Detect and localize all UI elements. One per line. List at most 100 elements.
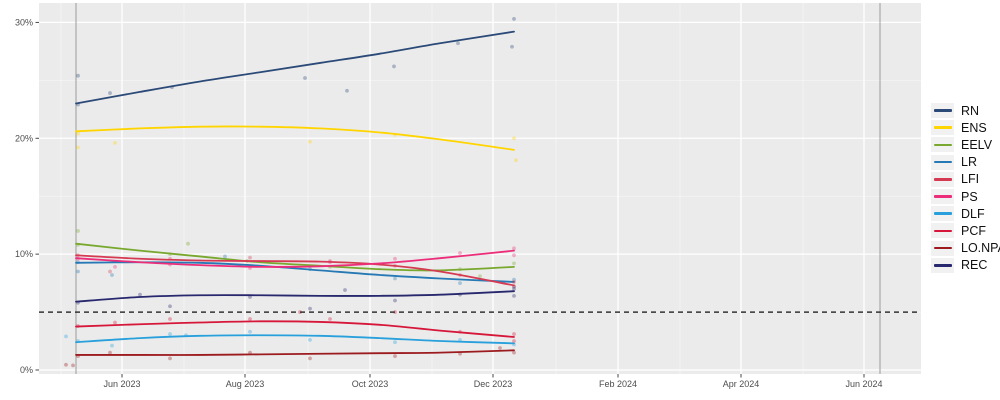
poll-point-PCF — [248, 317, 252, 321]
poll-point-REC — [168, 304, 172, 309]
poll-point-LR — [393, 276, 397, 281]
legend-key-swatch — [931, 103, 954, 119]
trend-line-PCF — [75, 320, 515, 338]
y-tick-label: 10% — [15, 249, 33, 259]
poll-point-REC — [343, 288, 347, 292]
legend-item-LO.NPA: LO.NPA — [931, 240, 1000, 257]
poll-point-RN — [345, 88, 349, 93]
legend-line-icon — [933, 246, 952, 250]
poll-point-PCF — [168, 317, 172, 321]
poll-point-ENS — [512, 136, 516, 141]
legend-key-swatch — [931, 137, 954, 153]
poll-point-RN — [512, 17, 516, 21]
poll-point-LO.NPA — [393, 354, 397, 358]
poll-point-DLF — [110, 343, 114, 348]
poll-point-PS — [512, 253, 516, 258]
poll-point-DLF — [64, 334, 68, 339]
poll-point-REC — [512, 293, 516, 298]
poll-point-PS — [113, 264, 117, 269]
trend-line-PS — [75, 249, 515, 268]
poll-point-RN — [510, 44, 514, 49]
x-tick-label: Jun 2024 — [845, 379, 882, 389]
legend-line-icon — [933, 160, 952, 164]
poll-point-LO.NPA — [168, 356, 172, 361]
poll-point-LFI — [248, 255, 252, 260]
y-tick-label: 0% — [20, 365, 33, 375]
poll-point-LR — [458, 281, 462, 285]
poll-point-RN — [456, 41, 460, 46]
poll-point-REC — [138, 292, 142, 297]
poll-point-DLF — [248, 329, 252, 334]
poll-point-PS — [458, 251, 462, 255]
poll-point-DLF — [168, 332, 172, 336]
poll-point-LR — [512, 277, 516, 282]
poll-point-PS — [328, 260, 332, 265]
legend-line-icon — [933, 212, 952, 216]
poll-point-LO.NPA — [498, 346, 502, 350]
poll-point-LFI — [108, 269, 112, 274]
legend-item-RN: RN — [931, 102, 1000, 119]
x-tick-label: Oct 2023 — [352, 379, 389, 389]
legend-line-icon — [933, 263, 952, 267]
legend-label: RN — [961, 103, 980, 118]
trend-line-EELV — [75, 242, 515, 272]
x-tick-label: Apr 2024 — [723, 379, 760, 389]
legend-item-LFI: LFI — [931, 171, 1000, 188]
legend-item-PS: PS — [931, 188, 1000, 205]
x-tick-label: Feb 2024 — [599, 379, 637, 389]
poll-point-LO.NPA — [308, 356, 312, 361]
legend-label: DLF — [961, 206, 985, 221]
poll-point-LO.NPA — [64, 362, 68, 367]
legend-line-icon — [933, 178, 952, 181]
y-tick-label: 20% — [15, 133, 33, 143]
trend-line-RN — [75, 30, 515, 105]
x-tick-label: Dec 2023 — [474, 379, 513, 389]
trend-line-REC — [75, 290, 515, 303]
poll-point-PS — [512, 246, 516, 251]
legend-item-REC: REC — [931, 257, 1000, 274]
legend-key-swatch — [931, 189, 954, 205]
legend-label: ENS — [961, 120, 987, 135]
legend-key-swatch — [931, 120, 954, 136]
poll-point-DLF — [393, 340, 397, 345]
legend-label: REC — [961, 258, 988, 273]
legend-label: LFI — [961, 172, 980, 187]
legend-key-swatch — [931, 206, 954, 222]
legend-item-PCF: PCF — [931, 222, 1000, 239]
poll-point-RN — [303, 76, 307, 80]
legend-line-icon — [933, 143, 952, 147]
trend-line-DLF — [75, 334, 515, 345]
legend-item-DLF: DLF — [931, 205, 1000, 222]
poll-point-EELV — [512, 261, 516, 266]
poll-point-LO.NPA — [71, 363, 75, 368]
legend-key-swatch — [931, 223, 954, 239]
legend: RN ENS EELV LR LFI PS DLF PCF LO.NPA REC — [931, 102, 1000, 274]
poll-point-PS — [393, 256, 397, 261]
poll-point-LO.NPA — [108, 350, 112, 355]
poll-point-EELV — [76, 229, 80, 233]
trend-line-LO.NPA — [75, 349, 515, 356]
poll-point-RN — [392, 64, 396, 69]
legend-line-icon — [933, 195, 952, 198]
x-tick-label: Aug 2023 — [226, 379, 265, 389]
legend-key-swatch — [931, 171, 954, 187]
poll-point-LR — [223, 254, 227, 259]
poll-point-LR — [76, 269, 80, 274]
poll-point-ENS — [76, 145, 80, 150]
poll-point-EELV — [478, 274, 482, 279]
legend-label: PCF — [961, 223, 986, 238]
legend-item-EELV: EELV — [931, 136, 1000, 153]
poll-point-PCF — [512, 332, 516, 336]
poll-point-REC — [393, 298, 397, 303]
poll-point-REC — [512, 286, 516, 291]
poll-point-LO.NPA — [512, 350, 516, 355]
poll-point-ENS — [76, 131, 80, 136]
legend-key-swatch — [931, 257, 954, 273]
legend-line-icon — [933, 126, 952, 130]
poll-point-EELV — [186, 241, 190, 246]
poll-point-LFI — [512, 280, 516, 284]
poll-point-ENS — [113, 140, 117, 145]
legend-item-LR: LR — [931, 154, 1000, 171]
